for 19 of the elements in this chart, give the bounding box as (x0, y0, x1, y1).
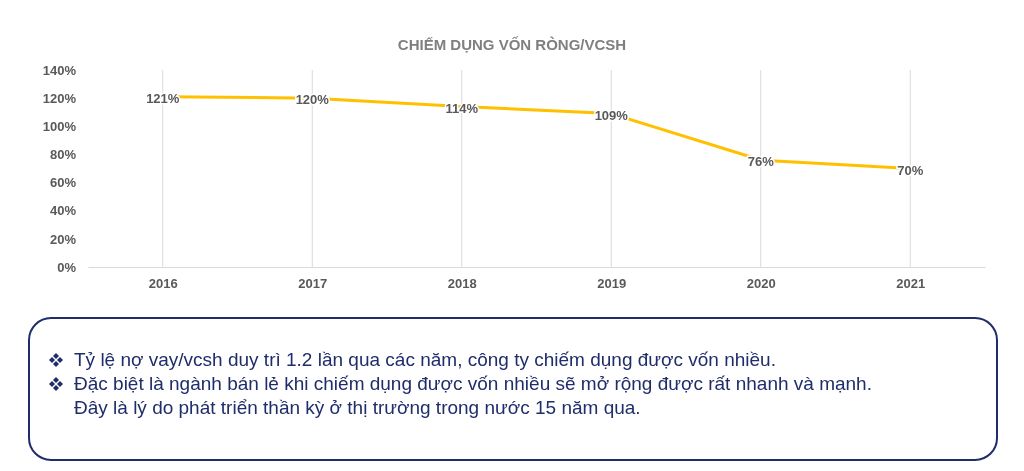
text: Đặc biệt là ngành bán lẻ khi chiếm dụng được vốn nhiều sẽ mở rộng được rất nhanh và mạnh. Đây là lý do phát triển thần kỳ ở thị trường trong nước 15 năm qua. (74, 373, 872, 418)
x-tick-label: 2021 (896, 276, 926, 292)
y-tick-label: 100% (42, 118, 77, 134)
y-tick-label: 60% (49, 175, 77, 191)
data-label: 121% (146, 90, 180, 106)
y-tick-label: 0% (57, 259, 77, 275)
x-tick-label: 2019 (597, 276, 627, 292)
x-tick-label: 2020 (746, 276, 776, 292)
y-tick-label: 20% (49, 231, 77, 247)
x-tick-label: 2017 (298, 276, 328, 292)
y-tick-label: 80% (49, 147, 77, 163)
text: Tỷ lệ nợ vay/vcsh duy trì 1.2 lần qua các năm, công ty chiếm dụng được vốn nhiều. (74, 349, 776, 370)
y-tick-label: 120% (42, 90, 77, 106)
x-tick-label: 2018 (447, 276, 477, 292)
data-label: 70% (897, 162, 924, 178)
y-tick-label: 40% (49, 203, 77, 219)
y-tick-label: 140% (42, 62, 77, 78)
x-tick-label: 2016 (148, 276, 178, 292)
chart-title: CHIẾM DỤNG VỐN RÒNG/VCSH (397, 36, 627, 53)
